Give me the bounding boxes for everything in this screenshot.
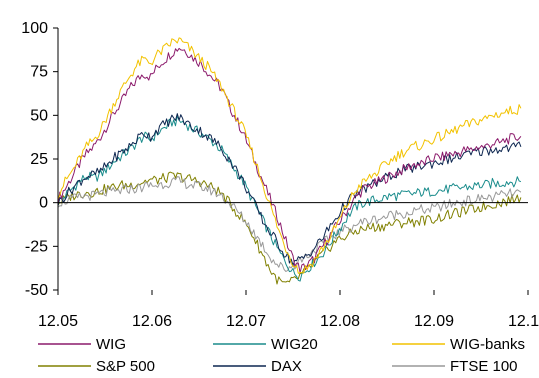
series-line-wig [57, 47, 522, 274]
y-tick-label: -25 [25, 238, 48, 255]
legend-label: FTSE 100 [450, 358, 518, 375]
x-axis-ticks: 12.05 12.06 12.07 12.08 12.09 12.10 [38, 290, 539, 330]
y-tick-label: 75 [30, 64, 48, 81]
axes [57, 28, 528, 290]
y-tick-label: 25 [30, 151, 48, 168]
legend: WIG WIG20 WIG-banks S&P 500 DAX FTSE 100 [38, 336, 525, 375]
y-tick-label: 0 [39, 195, 48, 212]
y-tick-label: 100 [21, 20, 48, 37]
legend-label: WIG [96, 336, 126, 353]
legend-label: WIG20 [271, 336, 318, 353]
legend-label: WIG-banks [450, 336, 525, 353]
x-tick-label: 12.06 [132, 313, 172, 330]
x-tick-label: 12.10 [508, 313, 539, 330]
x-tick-label: 12.09 [414, 313, 454, 330]
series-line-s-p-500 [57, 171, 522, 285]
series-line-wig-banks [57, 37, 522, 274]
x-tick-label: 12.05 [38, 313, 78, 330]
plot-area [57, 37, 522, 285]
x-tick-label: 12.08 [320, 313, 360, 330]
x-tick-label: 12.07 [226, 313, 266, 330]
y-tick-label: -50 [25, 282, 48, 299]
y-tick-label: 50 [30, 107, 48, 124]
legend-label: DAX [271, 358, 302, 375]
series-line-dax [57, 113, 522, 266]
legend-label: S&P 500 [96, 358, 155, 375]
y-axis-ticks: 100 75 50 25 0 -25 -50 [21, 20, 58, 299]
series-line-wig20 [57, 115, 522, 282]
